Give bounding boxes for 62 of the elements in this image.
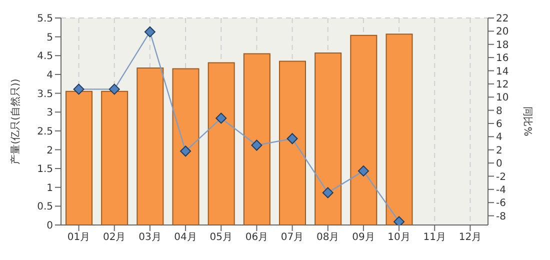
- x-tick-label: 07月: [280, 232, 304, 244]
- point: [216, 112, 227, 124]
- y2-tick-label: -8: [496, 211, 506, 222]
- bar: [350, 34, 378, 225]
- y2-tick-label: -6: [496, 198, 506, 210]
- point: [251, 140, 262, 151]
- y2-tick-label: 2: [496, 145, 502, 156]
- y-tick-label: 4.5: [37, 51, 53, 62]
- y2-axis-title: 同比%: [521, 106, 534, 136]
- y2-tick-label: 6: [496, 119, 502, 130]
- y-axis-title: 产量(亿只(自然只)): [10, 78, 22, 164]
- point: [73, 84, 84, 95]
- bar: [243, 53, 270, 225]
- bar: [66, 90, 92, 225]
- y2-tick-label: -2: [496, 172, 506, 183]
- y-tick-label: 3: [46, 108, 53, 119]
- x-tick-label: 12月: [458, 232, 482, 244]
- y-tick-label: 0: [46, 220, 53, 232]
- y2-tick-label: 12: [496, 79, 509, 90]
- bar: [279, 60, 306, 225]
- y2-tick-label: 16: [496, 53, 509, 64]
- x-tick-label: 09月: [352, 232, 375, 244]
- y2-tick-label: 8: [496, 106, 502, 117]
- y-tick-label: 5: [46, 32, 53, 44]
- x-tick-label: 05月: [210, 232, 232, 244]
- y-tick-label: 0.5: [37, 202, 53, 213]
- point: [394, 216, 405, 225]
- y2-tick-label: 14: [496, 66, 509, 78]
- point: [358, 165, 369, 176]
- y2-tick-label: 4: [496, 132, 502, 144]
- x-tick-label: 04月: [174, 232, 197, 244]
- bar: [386, 34, 413, 225]
- y2-tick-label: -4: [496, 184, 506, 196]
- y-tick-label: 4: [46, 70, 53, 82]
- point: [322, 187, 334, 198]
- x-tick-label: 11月: [423, 232, 446, 244]
- y2-tick-label: 10: [496, 92, 509, 104]
- y2-tick-label: 0: [496, 158, 502, 170]
- x-tick-label: 01月: [67, 232, 90, 244]
- x-tick-label: 06月: [245, 232, 268, 244]
- bar: [172, 68, 200, 225]
- y-tick-label: 1: [46, 182, 53, 194]
- point: [144, 26, 156, 38]
- y-tick-label: 1.5: [37, 164, 53, 176]
- y-tick-label: 2.5: [37, 126, 53, 138]
- point: [180, 146, 192, 157]
- y-tick-label: 5.5: [37, 14, 53, 25]
- bar: [136, 68, 164, 225]
- y2-tick-label: 22: [496, 14, 509, 25]
- y2-tick-label: 18: [496, 40, 509, 51]
- bar: [101, 90, 128, 225]
- x-tick-label: 10月: [388, 232, 410, 244]
- y-tick-label: 3.5: [37, 88, 53, 100]
- bar: [314, 52, 342, 225]
- x-tick-label: 08月: [316, 232, 340, 244]
- y2-tick-label: 20: [496, 26, 509, 38]
- x-tick-label: 03月: [138, 232, 162, 244]
- y-tick-label: 2: [46, 145, 53, 156]
- x-tick-label: 02月: [103, 232, 126, 244]
- point: [108, 84, 120, 95]
- point: [286, 133, 298, 144]
- bar: [208, 62, 235, 225]
